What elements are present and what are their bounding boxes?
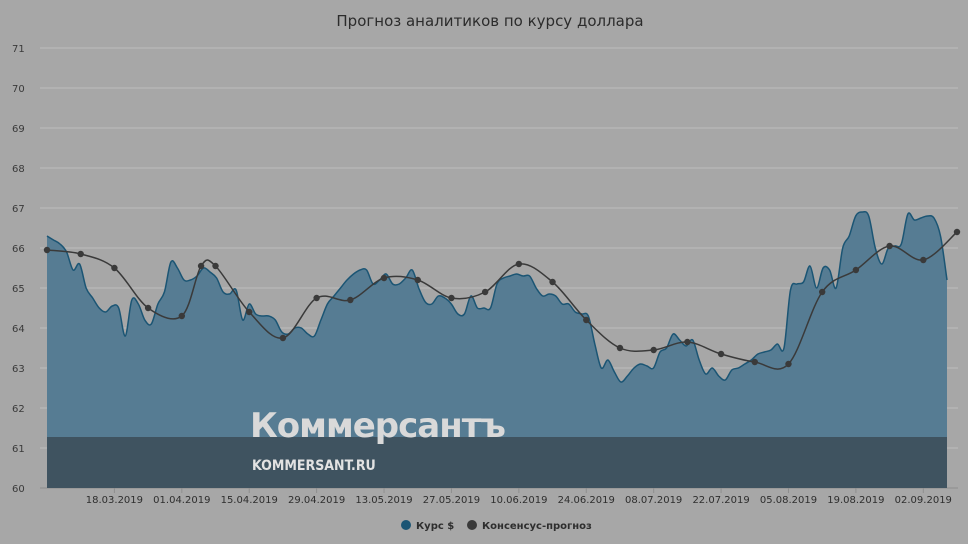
forecast-point	[650, 346, 657, 354]
legend-label-forecast: Консенсус-прогноз	[482, 521, 592, 532]
y-tick-label: 64	[12, 324, 25, 335]
x-tick-label: 27.05.2019	[423, 495, 480, 506]
forecast-point	[111, 264, 118, 272]
forecast-point	[481, 288, 489, 296]
forecast-point	[751, 358, 758, 366]
x-tick-label: 02.09.2019	[895, 495, 952, 506]
forecast-point	[246, 308, 253, 316]
forecast-point	[886, 242, 893, 250]
legend: Курс $ Консенсус-прогноз	[401, 520, 592, 532]
forecast-point	[920, 256, 927, 264]
y-tick-label: 62	[12, 404, 25, 415]
x-tick-label: 22.07.2019	[692, 495, 749, 506]
forecast-point	[852, 266, 860, 274]
chart-title: Прогноз аналитиков по курсу доллара	[336, 12, 643, 30]
x-tick-label: 13.05.2019	[355, 495, 412, 506]
watermark-url: KOMMERSANT.RU	[252, 458, 376, 474]
y-tick-label: 67	[12, 204, 25, 215]
forecast-point	[684, 338, 691, 346]
y-tick-label: 66	[12, 244, 25, 255]
y-tick-label: 68	[12, 164, 25, 175]
watermark-band	[47, 437, 947, 488]
watermark-logo: Коммерсантъ	[250, 406, 505, 446]
legend-marker-forecast	[467, 520, 477, 530]
y-tick-label: 63	[12, 364, 25, 375]
forecast-point	[347, 296, 354, 304]
x-tick-label: 18.03.2019	[86, 495, 143, 506]
forecast-point	[77, 250, 84, 258]
y-tick-label: 69	[12, 124, 25, 135]
series-forecast	[43, 228, 961, 370]
legend-label-rate: Курс $	[416, 521, 454, 532]
x-tick-label: 29.04.2019	[288, 495, 345, 506]
forecast-point	[197, 262, 205, 270]
forecast-point	[279, 334, 287, 342]
y-axis: 60 61 62 63 64 65 66 67 68 69 70 71	[12, 44, 25, 495]
forecast-point	[717, 350, 725, 358]
x-tick-label: 08.07.2019	[625, 495, 682, 506]
y-tick-label: 61	[12, 444, 25, 455]
y-tick-label: 71	[12, 44, 25, 55]
forecast-point	[953, 228, 961, 236]
forecast-point	[549, 278, 556, 286]
forecast-point	[380, 274, 388, 282]
x-tick-label: 24.06.2019	[558, 495, 615, 506]
forecast-point	[178, 312, 186, 320]
forecast-point	[583, 316, 590, 324]
x-tick-label: 19.08.2019	[827, 495, 884, 506]
forecast-point	[144, 304, 152, 312]
rate-area	[47, 211, 947, 488]
forecast-point	[448, 294, 455, 302]
y-tick-label: 65	[12, 284, 25, 295]
x-tick-label: 05.08.2019	[760, 495, 817, 506]
forecast-point	[818, 288, 826, 296]
forecast-point	[515, 260, 523, 268]
forecast-point	[313, 294, 320, 302]
y-tick-label: 70	[12, 84, 25, 95]
x-tick-label: 10.06.2019	[490, 495, 547, 506]
forecast-point	[616, 344, 624, 352]
y-tick-label: 60	[12, 484, 25, 495]
x-tick-label: 01.04.2019	[153, 495, 210, 506]
forecast-point	[43, 246, 51, 254]
forecast-point	[785, 360, 792, 368]
forecast-point	[414, 276, 421, 284]
forecast-point	[212, 262, 219, 270]
x-axis: 18.03.2019 01.04.2019 15.04.2019 29.04.2019…	[86, 488, 952, 506]
x-tick-label: 15.04.2019	[221, 495, 278, 506]
legend-marker-rate	[401, 520, 411, 530]
